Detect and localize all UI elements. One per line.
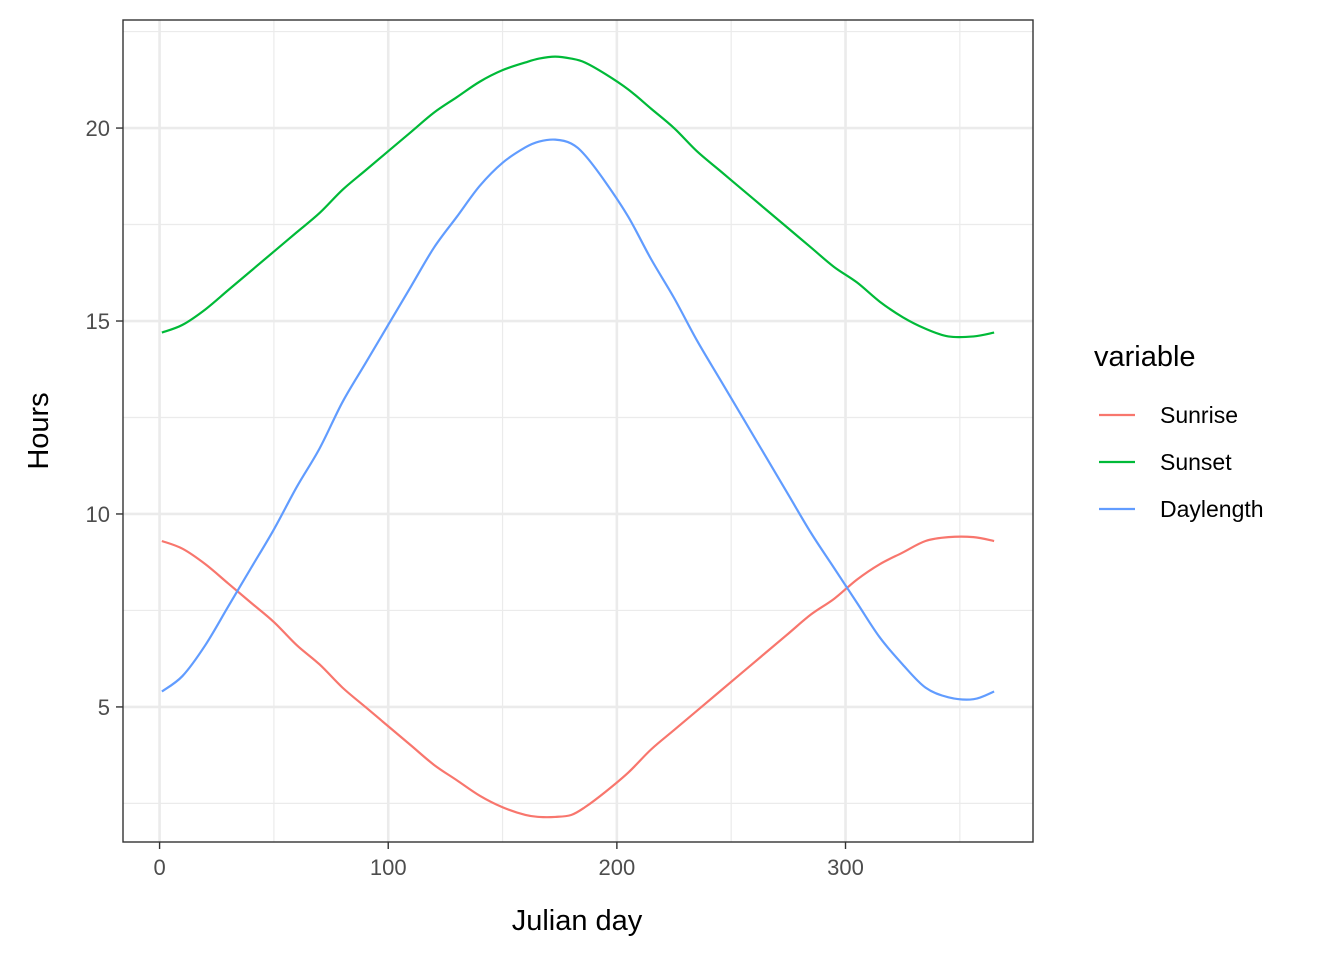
legend-title: variable [1094,341,1196,373]
legend-label-sunrise: Sunrise [1160,402,1238,428]
plot-panel [123,20,1033,842]
y-tick-label: 10 [86,502,110,527]
legend-label-daylength: Daylength [1160,496,1264,522]
x-tick-label: 200 [599,855,636,880]
grid-lines [123,20,1033,842]
axes: 0 100 200 300 5 10 15 20 [86,116,864,880]
y-tick-label: 15 [86,309,110,334]
y-tick-label: 5 [98,695,110,720]
panel-border [122,19,1034,843]
y-tick-label: 20 [86,116,110,141]
series-lines [161,55,995,819]
plot-background [123,20,1033,842]
legend-label-sunset: Sunset [1160,449,1232,475]
x-tick-label: 100 [370,855,407,880]
series-line-sunrise [161,535,995,819]
plot-border [122,19,1034,843]
legend: variable Sunrise Sunset Daylength [1094,341,1264,522]
x-tick-label: 0 [153,855,165,880]
y-axis-title: Hours [23,392,55,469]
x-tick-label: 300 [827,855,864,880]
series-line-daylength [161,138,995,701]
series-line-sunset [161,55,995,339]
x-axis-title: Julian day [512,905,643,937]
